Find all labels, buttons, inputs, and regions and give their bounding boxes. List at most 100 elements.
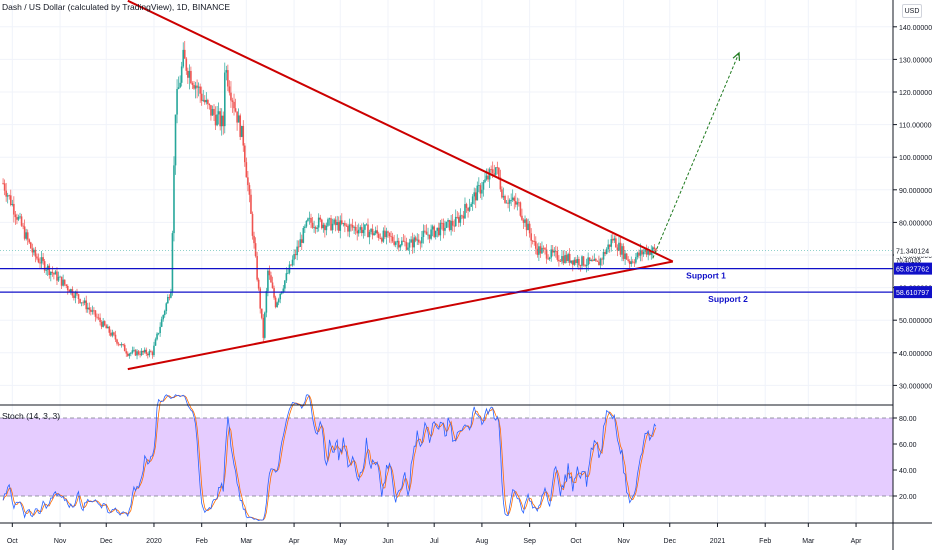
candle-body: [130, 352, 132, 354]
candle-body: [522, 219, 525, 223]
triangle-upper-line: [127, 0, 674, 263]
candle-body: [642, 251, 645, 255]
candle-body: [93, 310, 95, 312]
candle-body: [151, 352, 154, 356]
candle-body: [365, 224, 368, 226]
candle-body: [150, 351, 152, 353]
candle-body: [299, 239, 302, 247]
candle-body: [277, 299, 280, 303]
candle-body: [133, 349, 135, 351]
candle-body: [585, 264, 588, 267]
candle-body: [50, 271, 52, 275]
candle-body: [611, 239, 614, 241]
candle-body: [220, 115, 223, 127]
candle-body: [300, 239, 303, 243]
candle-body: [441, 222, 443, 224]
candle-body: [270, 275, 272, 283]
candle-body: [257, 279, 260, 289]
candle-body: [439, 222, 442, 236]
price-tick-label: 30.000000: [899, 383, 932, 390]
candle-body: [591, 259, 594, 261]
candle-body: [502, 195, 505, 198]
price-tick-label: 120.000000: [899, 90, 932, 97]
candle-body: [578, 258, 580, 266]
price-tick-label: 140.000000: [899, 25, 932, 32]
candle-body: [80, 302, 83, 304]
candle-body: [167, 296, 169, 304]
candle-body: [514, 201, 517, 205]
candle-body: [102, 321, 104, 327]
candle-body: [428, 234, 431, 239]
candle-body: [114, 334, 117, 340]
candle-body: [622, 246, 625, 259]
candle-body: [171, 233, 174, 293]
candle-body: [575, 259, 577, 264]
candle-body: [476, 185, 479, 201]
time-tick-label: Feb: [196, 538, 208, 545]
candle-body: [317, 217, 320, 228]
candle-body: [351, 224, 354, 228]
candle-body: [79, 298, 81, 304]
candle-body: [581, 256, 583, 266]
candle-body: [244, 145, 246, 163]
candle-body: [157, 333, 160, 334]
candle-body: [454, 216, 457, 227]
candle-body: [117, 343, 120, 345]
candle-body: [499, 177, 502, 190]
candle-body: [140, 350, 143, 356]
candle-body: [120, 344, 123, 346]
candle-body: [56, 271, 58, 281]
candle-body: [438, 227, 440, 236]
candle-body: [535, 241, 537, 249]
candle-body: [450, 220, 452, 231]
currency-button[interactable]: USD: [902, 4, 922, 18]
candle-body: [251, 213, 254, 236]
candle-body: [17, 216, 20, 220]
candle-body: [73, 295, 75, 298]
time-tick-label: Feb: [759, 538, 771, 545]
candle-body: [316, 227, 318, 229]
candle-body: [468, 206, 471, 211]
candle-body: [19, 216, 21, 218]
candle-body: [236, 111, 238, 123]
projection-arrow-head: [732, 51, 741, 61]
candle-body: [28, 239, 31, 243]
candle-body: [615, 238, 617, 248]
candle-body: [325, 225, 328, 231]
candle-body: [148, 351, 151, 356]
candle-body: [213, 109, 215, 115]
candle-body: [430, 229, 432, 239]
candle-body: [131, 350, 134, 353]
drawings[interactable]: Support 1 Support 2: [0, 0, 893, 371]
stoch-lines: [2, 394, 657, 522]
candle-body: [371, 228, 374, 236]
candle-body: [639, 250, 642, 256]
candle-body: [233, 101, 235, 109]
price-tick-label: 130.000000: [899, 57, 932, 64]
candle-body: [628, 260, 631, 265]
candle-body: [88, 307, 91, 310]
candle-body: [616, 247, 619, 251]
candle-body: [390, 236, 392, 238]
candle-body: [434, 230, 437, 237]
candle-body: [367, 224, 369, 238]
candle-body: [405, 242, 408, 250]
candle-body: [77, 294, 80, 299]
candle-body: [516, 202, 519, 205]
candle-body: [465, 204, 468, 208]
candle-body: [259, 288, 262, 309]
candle-body: [459, 215, 462, 223]
projection-arrow-line: [652, 52, 740, 259]
candle-body: [322, 224, 325, 229]
candle-body: [40, 257, 43, 264]
candle-body: [625, 253, 628, 260]
price-tick-label: 80.000000: [899, 220, 932, 227]
candle-body: [377, 233, 380, 239]
candle-body: [655, 248, 657, 252]
candle-body: [96, 316, 98, 318]
candle-body: [627, 259, 629, 261]
candle-body: [605, 249, 608, 254]
time-tick-label: 2021: [710, 538, 726, 545]
candle-body: [285, 273, 288, 281]
